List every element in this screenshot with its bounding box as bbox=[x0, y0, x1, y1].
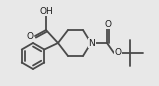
Text: O: O bbox=[114, 47, 121, 57]
Text: N: N bbox=[89, 39, 95, 47]
Text: OH: OH bbox=[39, 7, 53, 15]
Text: O: O bbox=[104, 20, 111, 28]
Text: O: O bbox=[27, 31, 34, 41]
